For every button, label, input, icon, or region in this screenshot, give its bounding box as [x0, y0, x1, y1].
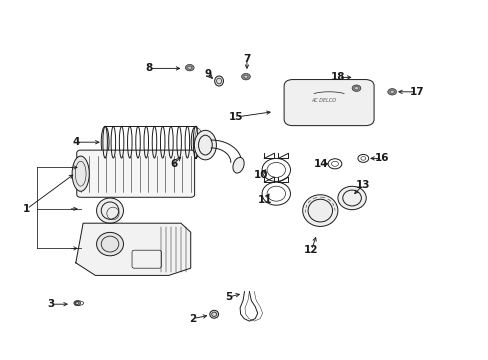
Ellipse shape — [194, 129, 202, 156]
FancyBboxPatch shape — [284, 80, 373, 126]
Text: 8: 8 — [145, 63, 152, 73]
Ellipse shape — [194, 130, 216, 160]
Ellipse shape — [337, 186, 366, 210]
Text: 17: 17 — [408, 87, 423, 97]
Ellipse shape — [96, 198, 123, 223]
Ellipse shape — [96, 233, 123, 256]
Text: 13: 13 — [355, 180, 369, 190]
Polygon shape — [76, 223, 190, 275]
Circle shape — [389, 90, 393, 93]
Ellipse shape — [191, 126, 200, 158]
Text: 18: 18 — [330, 72, 345, 82]
Circle shape — [387, 89, 396, 95]
Circle shape — [185, 64, 194, 71]
Text: 9: 9 — [204, 69, 211, 79]
Text: 4: 4 — [72, 137, 80, 147]
Text: 7: 7 — [243, 54, 250, 64]
Ellipse shape — [302, 195, 337, 226]
Ellipse shape — [232, 157, 244, 173]
Circle shape — [351, 85, 360, 91]
Ellipse shape — [72, 156, 89, 191]
Ellipse shape — [101, 126, 109, 158]
Text: 16: 16 — [374, 153, 389, 163]
Text: 5: 5 — [225, 292, 232, 302]
Text: 15: 15 — [228, 112, 243, 122]
Text: 1: 1 — [23, 204, 30, 214]
Ellipse shape — [209, 310, 218, 318]
Text: 10: 10 — [253, 170, 267, 180]
Text: AC DELCO: AC DELCO — [311, 98, 336, 103]
Circle shape — [74, 301, 81, 306]
Text: 11: 11 — [258, 195, 272, 205]
Text: 14: 14 — [313, 159, 328, 169]
Ellipse shape — [214, 76, 223, 86]
Text: 6: 6 — [170, 159, 177, 169]
Circle shape — [76, 302, 79, 304]
Circle shape — [241, 73, 250, 80]
Text: 3: 3 — [48, 299, 55, 309]
Circle shape — [187, 66, 191, 69]
Circle shape — [244, 75, 247, 78]
Text: 12: 12 — [304, 245, 318, 255]
Circle shape — [354, 87, 358, 90]
Text: 2: 2 — [189, 314, 196, 324]
FancyBboxPatch shape — [77, 150, 194, 197]
